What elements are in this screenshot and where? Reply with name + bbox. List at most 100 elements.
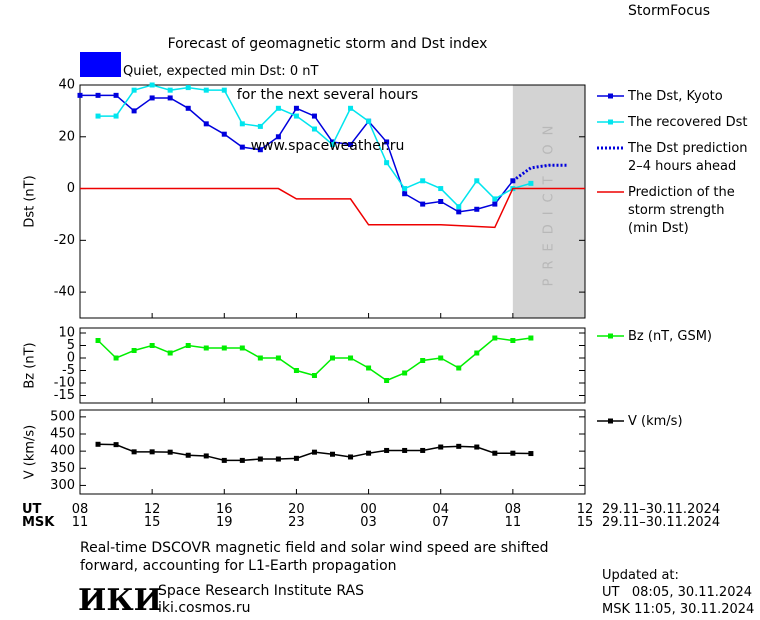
- plot-frame: [79, 327, 586, 404]
- y-tick-label: -20: [54, 233, 75, 248]
- marker: [474, 206, 480, 212]
- marker: [77, 92, 83, 98]
- marker: [149, 343, 155, 348]
- y-tick-label: 350: [50, 461, 75, 476]
- marker: [420, 201, 426, 207]
- y-tick-label: 0: [67, 351, 75, 366]
- y-tick-label: 500: [50, 409, 75, 424]
- marker: [330, 142, 335, 148]
- y-tick-label: 450: [50, 427, 75, 442]
- marker: [131, 108, 137, 114]
- x-tick-label: 16: [216, 502, 233, 517]
- x-range: 29.11–30.11.2024: [602, 515, 721, 530]
- x-tick-label: 19: [216, 515, 233, 530]
- marker: [275, 105, 281, 111]
- title-line: www.spaceweather.ru: [250, 138, 405, 154]
- marker: [149, 82, 155, 88]
- marker: [293, 113, 299, 119]
- marker: [492, 335, 498, 341]
- prediction-shade: [512, 85, 585, 318]
- marker: [167, 95, 173, 101]
- marker: [474, 444, 480, 450]
- x-tick-label: 04: [432, 502, 449, 517]
- x-tick-label: 12: [143, 502, 161, 517]
- marker: [456, 365, 462, 371]
- x-tick-label: 00: [360, 502, 377, 517]
- legend-entry: V (km/s): [628, 414, 683, 429]
- institute: Space Research Institute RAS: [158, 583, 364, 599]
- marker: [366, 118, 372, 124]
- marker: [221, 457, 227, 463]
- marker: [438, 186, 444, 192]
- marker: [510, 450, 516, 456]
- marker: [275, 134, 281, 140]
- updated: MSK 11:05, 30.11.2024: [602, 602, 755, 617]
- y-tick-label: 10: [58, 326, 75, 341]
- marker: [113, 92, 119, 98]
- marker: [275, 456, 281, 462]
- status-box: [80, 52, 121, 77]
- marker: [528, 451, 534, 457]
- y-tick-label: 400: [50, 444, 75, 459]
- marker: [420, 178, 426, 184]
- x-tick-label: 11: [504, 515, 522, 530]
- x-tick-label: 12: [576, 502, 594, 517]
- y-tick-label: 300: [50, 478, 75, 493]
- legend-entry: The Dst, Kyoto: [628, 89, 723, 104]
- x-tick-label: 07: [432, 515, 449, 530]
- marker: [438, 199, 444, 204]
- title-line: for the next several hours: [236, 87, 419, 103]
- y-tick-label: 20: [58, 129, 75, 144]
- y-tick-label: 0: [67, 181, 75, 196]
- marker: [257, 456, 263, 462]
- marker: [474, 178, 480, 184]
- marker: [384, 139, 390, 145]
- marker: [402, 370, 408, 376]
- marker: [131, 449, 137, 455]
- marker: [492, 196, 498, 202]
- legend-marker: [608, 119, 613, 125]
- updated: UT 08:05, 30.11.2024: [602, 585, 753, 600]
- marker: [257, 147, 263, 153]
- legend-entry: The recovered Dst: [628, 115, 748, 130]
- marker: [366, 365, 372, 371]
- marker: [239, 121, 245, 127]
- legend-marker: [608, 418, 613, 424]
- marker: [257, 123, 263, 129]
- marker: [528, 335, 534, 341]
- marker: [510, 338, 516, 343]
- marker: [131, 348, 137, 353]
- marker: [113, 113, 119, 119]
- marker: [348, 454, 354, 460]
- x-tick-label: 03: [360, 515, 377, 530]
- marker: [456, 209, 462, 215]
- marker: [384, 447, 390, 453]
- marker: [420, 358, 426, 363]
- updated: Updated at:: [602, 568, 679, 583]
- x-tick-label: 11: [71, 515, 89, 530]
- marker: [402, 186, 408, 192]
- marker: [528, 180, 534, 186]
- marker: [384, 378, 390, 383]
- marker: [149, 95, 155, 101]
- marker: [167, 449, 173, 455]
- marker: [402, 447, 408, 453]
- marker: [203, 453, 209, 459]
- marker: [95, 441, 101, 447]
- title: Forecast of geomagnetic storm and Dst in…: [0, 2, 655, 189]
- marker: [330, 139, 335, 145]
- y-axis-label: Dst (nT): [23, 175, 38, 227]
- y-tick-label: 40: [58, 78, 75, 93]
- plot-frame: [79, 409, 586, 495]
- y-tick-label: -40: [54, 285, 75, 300]
- brand: StormFocus: [628, 3, 711, 19]
- marker: [293, 455, 299, 461]
- marker: [149, 449, 155, 455]
- x-tick-label: 08: [71, 502, 89, 517]
- marker: [366, 450, 372, 456]
- marker: [384, 160, 390, 166]
- y-tick-label: 5: [67, 338, 75, 353]
- marker: [239, 345, 245, 351]
